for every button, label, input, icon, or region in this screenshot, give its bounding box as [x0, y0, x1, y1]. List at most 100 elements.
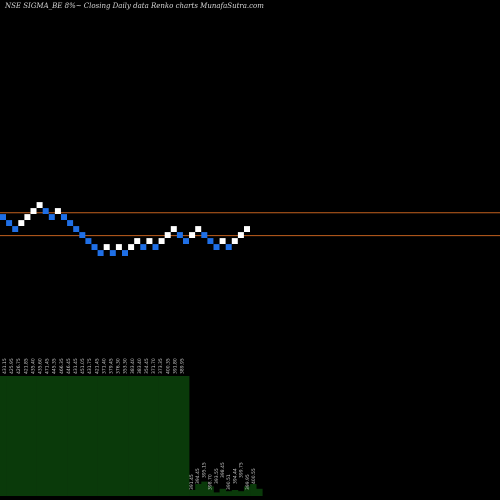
volume-label: 354.45 [144, 358, 150, 374]
volume-bars [0, 376, 263, 496]
renko-brick-up [195, 226, 202, 232]
renko-brick-up [128, 244, 135, 250]
renko-brick-up [237, 232, 244, 238]
volume-label: 376.30 [116, 358, 122, 374]
volume-label: 383.40 [137, 358, 143, 374]
volume-bar [91, 376, 98, 496]
renko-brick-up [54, 208, 61, 214]
volume-bar [176, 376, 184, 496]
volume-bar [231, 490, 239, 496]
volume-label: 398.70 [208, 474, 214, 490]
volume-label: 395.15 [201, 462, 207, 478]
renko-brick-up [219, 238, 226, 244]
renko-brick-down [42, 208, 49, 214]
renko-brick-down [213, 244, 220, 250]
volume-label: 421.45 [94, 358, 100, 374]
volume-bar [42, 376, 50, 496]
volume-label: 426.75 [16, 358, 22, 374]
renko-brick-up [146, 238, 153, 244]
volume-label: 383.40 [130, 358, 136, 374]
renko-brick-down [201, 232, 208, 238]
volume-labels: 431.15 425.95 426.75 421.85 435.40 435.60 471.… [2, 358, 257, 490]
volume-label: 400.55 [251, 468, 257, 484]
renko-brick-down [207, 238, 214, 244]
volume-bar [103, 376, 111, 496]
volume-bar [189, 490, 196, 496]
renko-brick-up [134, 238, 141, 244]
volume-bar [85, 376, 92, 496]
volume-bar [244, 486, 251, 496]
volume-bar [79, 376, 86, 496]
volume-bar [195, 484, 202, 496]
volume-label: 400.35 [165, 358, 171, 374]
volume-label: 431.75 [87, 358, 93, 374]
renko-brick-up [189, 232, 196, 238]
volume-bar [122, 376, 129, 496]
renko-brick-down [152, 244, 159, 250]
volume-bar [152, 376, 159, 496]
renko-brick-down [122, 250, 128, 256]
volume-label: 389.95 [180, 358, 186, 374]
volume-bar [225, 491, 233, 496]
volume-bar [54, 376, 62, 496]
volume-bar [201, 481, 208, 496]
volume-bar [170, 376, 178, 496]
volume-bar [18, 376, 25, 496]
volume-bar [12, 376, 19, 496]
volume-bar [36, 376, 43, 496]
renko-brick-up [115, 244, 122, 250]
volume-label: 394.44 [232, 468, 238, 484]
volume-label: 379.45 [109, 358, 115, 374]
renko-brick-down [183, 238, 189, 244]
volume-label: 451.05 [80, 358, 86, 374]
renko-brick-down [109, 250, 116, 256]
volume-label: 398.45 [220, 462, 226, 478]
volume-bar [146, 376, 153, 496]
volume-label: 446.45 [66, 358, 72, 374]
renko-brick-down [225, 244, 232, 250]
volume-bar [207, 486, 214, 496]
renko-brick-down [79, 232, 86, 238]
chart-title: NSE SIGMA_BE 8%~ Closing Daily data Renk… [5, 2, 264, 10]
volume-bar [183, 376, 190, 496]
renko-brick-up [231, 238, 238, 244]
volume-label: 471.45 [45, 358, 51, 374]
volume-bar [237, 491, 245, 496]
volume-label: 431.15 [2, 358, 8, 374]
volume-bar [140, 376, 147, 496]
volume-label: 373.35 [158, 358, 164, 374]
renko-brick-up [36, 202, 43, 208]
volume-bar [219, 488, 226, 496]
volume-bar [6, 376, 13, 496]
renko-brick-down [140, 244, 147, 250]
renko-brick-up [18, 220, 25, 226]
reference-lines [0, 212, 500, 237]
volume-label: 431.45 [73, 358, 79, 374]
volume-label: 466.35 [59, 358, 65, 374]
renko-brick-up [164, 232, 171, 238]
renko-brick-down [0, 214, 6, 220]
volume-bar [134, 376, 141, 496]
renko-bricks [0, 202, 250, 256]
volume-bar [97, 376, 104, 496]
renko-brick-up [24, 214, 31, 220]
volume-bar [24, 376, 31, 496]
volume-bar [128, 376, 135, 496]
renko-brick-down [176, 232, 183, 238]
volume-bar [73, 376, 80, 496]
volume-bar [30, 376, 37, 496]
volume-label: 425.95 [9, 358, 15, 374]
volume-bar [213, 492, 220, 496]
volume-bar [0, 376, 7, 496]
renko-brick-up [170, 226, 177, 232]
renko-brick-down [6, 220, 13, 226]
renko-brick-up [158, 238, 165, 244]
volume-bar [164, 376, 172, 496]
volume-label: 399.95 [245, 474, 251, 490]
volume-bar [67, 376, 74, 496]
volume-label: 435.60 [38, 358, 44, 374]
volume-bar [109, 376, 117, 496]
volume-bar [158, 376, 165, 496]
volume-label: 393.55 [214, 468, 220, 484]
renko-brick-down [67, 220, 74, 226]
